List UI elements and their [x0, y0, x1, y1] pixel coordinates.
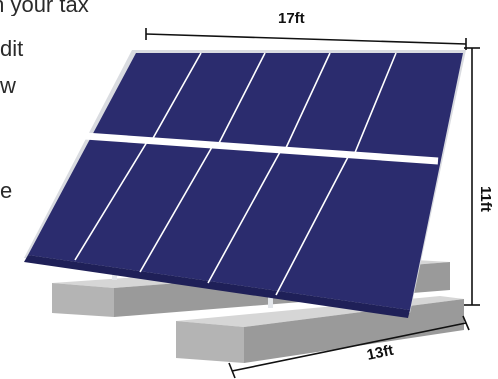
background-text-line-1: th your tax [0, 0, 89, 16]
height-label: 11ft [477, 186, 494, 212]
solar-panel [24, 50, 466, 318]
dimension-width: 17ft [145, 10, 467, 50]
depth-label: 13ft [365, 342, 395, 364]
dimension-height: 11ft [464, 47, 494, 306]
background-text-line-3: w [0, 75, 16, 97]
dimension-depth: 13ft [228, 315, 470, 379]
background-text-line-2: dit [0, 38, 24, 60]
background-text-line-4: e [0, 180, 12, 202]
width-label: 17ft [278, 10, 305, 27]
